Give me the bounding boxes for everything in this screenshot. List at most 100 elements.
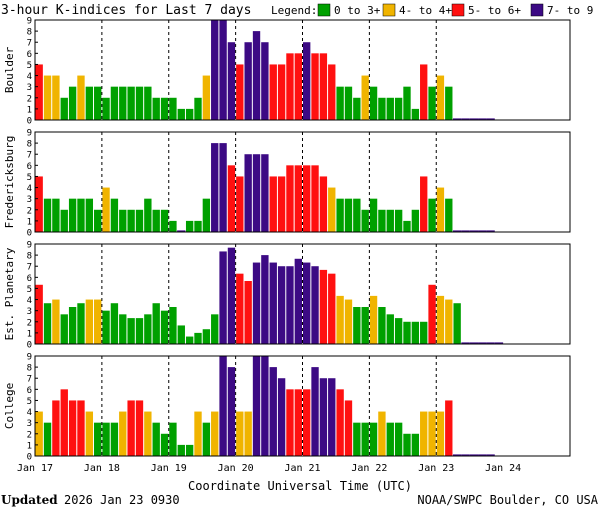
kp-bar [294, 53, 302, 121]
kp-bar [177, 108, 185, 120]
kp-bar [369, 295, 378, 344]
kp-bar [303, 262, 311, 344]
station-label: College [3, 383, 16, 429]
kp-bar [160, 433, 169, 456]
y-tick-label: 7 [27, 151, 32, 161]
y-tick-label: 1 [27, 105, 32, 115]
kp-bar [227, 247, 236, 344]
kp-bar [336, 198, 344, 232]
kp-bar [277, 64, 286, 120]
kp-bar [420, 411, 428, 456]
y-tick-label: 7 [27, 375, 32, 385]
kp-bar [411, 433, 420, 456]
kp-bar [286, 165, 294, 232]
kp-bar [252, 356, 261, 456]
kp-bar [286, 53, 294, 121]
kp-bar [319, 176, 328, 232]
kp-bar [328, 187, 336, 232]
kp-bar [353, 97, 361, 120]
y-tick-label: 9 [27, 129, 32, 139]
legend-text-active: 4- to 4+ [399, 4, 452, 17]
chart-title: 3-hour K-indices for Last 7 days [1, 3, 251, 18]
kp-bar [311, 266, 319, 344]
kp-bar [344, 299, 353, 344]
kp-bar [403, 433, 411, 456]
y-tick-label: 7 [27, 39, 32, 49]
kp-bar [110, 422, 119, 456]
legend-swatch-active [382, 3, 396, 17]
kp-bar [319, 378, 328, 456]
y-tick-label: 6 [27, 274, 32, 284]
kp-bar [394, 209, 403, 232]
kp-bar [344, 400, 353, 456]
station-label: Est. Planetary [3, 247, 16, 340]
y-tick-label: 0 [27, 453, 32, 463]
kp-bar [336, 389, 344, 456]
kp-bar [202, 329, 211, 344]
kp-bar [135, 209, 144, 232]
kp-bar [261, 255, 269, 344]
kp-bar [353, 307, 361, 344]
kp-bar [303, 389, 311, 456]
kp-bar [386, 97, 394, 120]
kp-bar [369, 422, 378, 456]
kp-bar [420, 176, 428, 232]
kp-bar [43, 303, 52, 344]
kp-bar [236, 64, 244, 120]
kp-bar [68, 400, 77, 456]
kp-bar [420, 64, 428, 120]
y-tick-label: 8 [27, 252, 32, 262]
y-tick-label: 4 [27, 296, 32, 306]
kp-bar [344, 86, 353, 120]
y-tick-label: 3 [27, 307, 32, 317]
y-tick-label: 0 [27, 117, 32, 127]
kp-bar [60, 314, 68, 344]
kp-bar [269, 262, 277, 344]
kp-bar [445, 198, 453, 232]
x-axis-label: Coordinate Universal Time (UTC) [188, 479, 412, 493]
y-tick-label: 6 [27, 50, 32, 60]
station-label: Fredericksburg [3, 136, 16, 229]
kp-bar [445, 86, 453, 120]
kp-bar [236, 176, 244, 232]
kp-bar [169, 422, 177, 456]
kp-bar [185, 108, 194, 120]
kp-bar [135, 318, 144, 344]
kp-bar [194, 332, 202, 344]
kp-bar [152, 303, 160, 344]
kp-bar [369, 86, 378, 120]
kp-bar [294, 165, 302, 232]
kp-bar [102, 310, 110, 344]
kp-bar [202, 75, 211, 120]
kp-bar [269, 64, 277, 120]
kp-bar [294, 389, 302, 456]
kp-bar [277, 378, 286, 456]
kp-bar [211, 20, 219, 120]
kp-bar [43, 422, 52, 456]
kp-bar [261, 154, 269, 232]
y-tick-label: 6 [27, 162, 32, 172]
kp-bar [169, 220, 177, 232]
kp-bar [185, 444, 194, 456]
kp-bar [219, 20, 227, 120]
kp-bar [144, 86, 152, 120]
kp-bar [127, 318, 135, 344]
y-tick-label: 2 [27, 430, 32, 440]
kp-bar [52, 299, 60, 344]
kp-bar [35, 411, 43, 456]
kp-bar [244, 411, 252, 456]
y-tick-label: 5 [27, 61, 32, 71]
kp-bar [336, 86, 344, 120]
kp-bar [152, 209, 160, 232]
x-tick-label: Jan 22 [351, 463, 387, 474]
credit-text: NOAA/SWPC Boulder, CO USA [417, 493, 598, 507]
kp-bar [361, 75, 369, 120]
x-tick-label: Jan 23 [418, 463, 454, 474]
kp-bar [277, 266, 286, 344]
kp-bar [94, 209, 102, 232]
kp-bar [227, 165, 236, 232]
kp-bar [328, 64, 336, 120]
y-tick-label: 0 [27, 229, 32, 239]
